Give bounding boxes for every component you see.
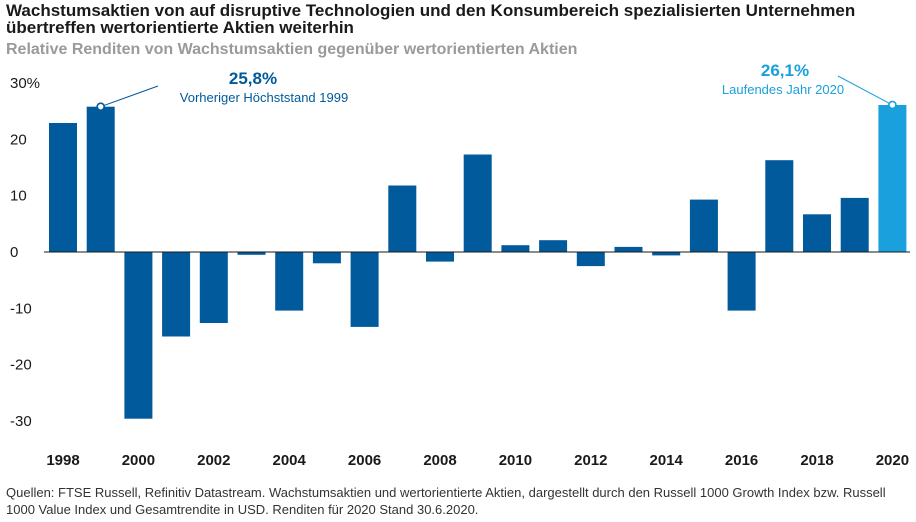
bar-2017: [765, 160, 794, 252]
chart-subtitle: Relative Renditen von Wachstumsaktien ge…: [6, 41, 578, 58]
bar-2018: [803, 214, 831, 252]
bar-2020: [878, 105, 907, 252]
x-tick-label: 2018: [800, 452, 833, 469]
bar-2016: [727, 252, 756, 311]
source-footnote: Quellen: FTSE Russell, Refinitiv Datastr…: [6, 485, 886, 517]
bars: [49, 105, 907, 419]
bar-2012: [576, 252, 605, 267]
bar-1999: [86, 106, 115, 252]
bar-2019: [840, 197, 869, 252]
x-tick-label: 2008: [423, 452, 456, 469]
annotation-leader-line: [837, 75, 893, 106]
y-tick-label: 30%: [10, 75, 40, 92]
annotation-text: Laufendes Jahr 2020: [722, 82, 844, 97]
annotation-value: 26,1%: [761, 61, 809, 80]
x-tick-label: 2010: [499, 452, 532, 469]
x-tick-label: 2002: [197, 452, 230, 469]
annotation-value: 25,8%: [229, 69, 277, 88]
bar-2011: [539, 240, 568, 252]
bar-2009: [463, 154, 492, 252]
annotations: 25,8% Vorheriger Höchststand 1999 26,1% Lau…: [96, 61, 897, 111]
bar-2005: [312, 252, 341, 264]
annotation-marker: [96, 102, 105, 111]
x-tick-label: 2012: [574, 452, 607, 469]
bar-2006: [350, 252, 379, 327]
y-tick-label: 0: [10, 244, 18, 261]
bar-2014: [652, 252, 681, 256]
y-tick-label: -20: [10, 357, 32, 374]
bar-2015: [689, 199, 718, 252]
x-tick-label: 2014: [650, 452, 684, 469]
y-axis-ticks: 30% 20 10 0 -10 -20 -30: [10, 75, 40, 430]
annotation-text: Vorheriger Höchststand 1999: [180, 90, 348, 105]
bar-2004: [275, 252, 304, 311]
bar-2002: [199, 252, 228, 323]
x-tick-label: 2000: [122, 452, 155, 469]
bar-2010: [501, 245, 530, 252]
bar-1998: [49, 123, 77, 252]
y-tick-label: -30: [10, 413, 32, 430]
x-tick-label: 2006: [348, 452, 381, 469]
annotation-leader-line: [100, 85, 159, 108]
x-tick-label: 2016: [725, 452, 758, 469]
y-tick-label: 20: [10, 131, 27, 148]
chart-title: Wachstumsaktien von auf disruptive Techn…: [6, 1, 856, 37]
annotation-marker: [888, 100, 897, 110]
x-tick-label: 1998: [46, 452, 79, 469]
bar-2013: [614, 246, 643, 252]
bar-2007: [388, 185, 417, 252]
x-tick-label: 2004: [273, 452, 307, 469]
x-tick-label: 2020: [876, 452, 909, 469]
bar-2000: [124, 252, 153, 419]
bar-2008: [426, 252, 454, 262]
y-tick-label: 10: [10, 188, 27, 205]
bar-2003: [237, 252, 266, 255]
bar-2001: [162, 252, 191, 337]
y-tick-label: -10: [10, 300, 32, 317]
x-axis-ticks: 1998 2000 2002 2004 2006 2008 2010 2012 2014 2016…: [46, 452, 909, 469]
